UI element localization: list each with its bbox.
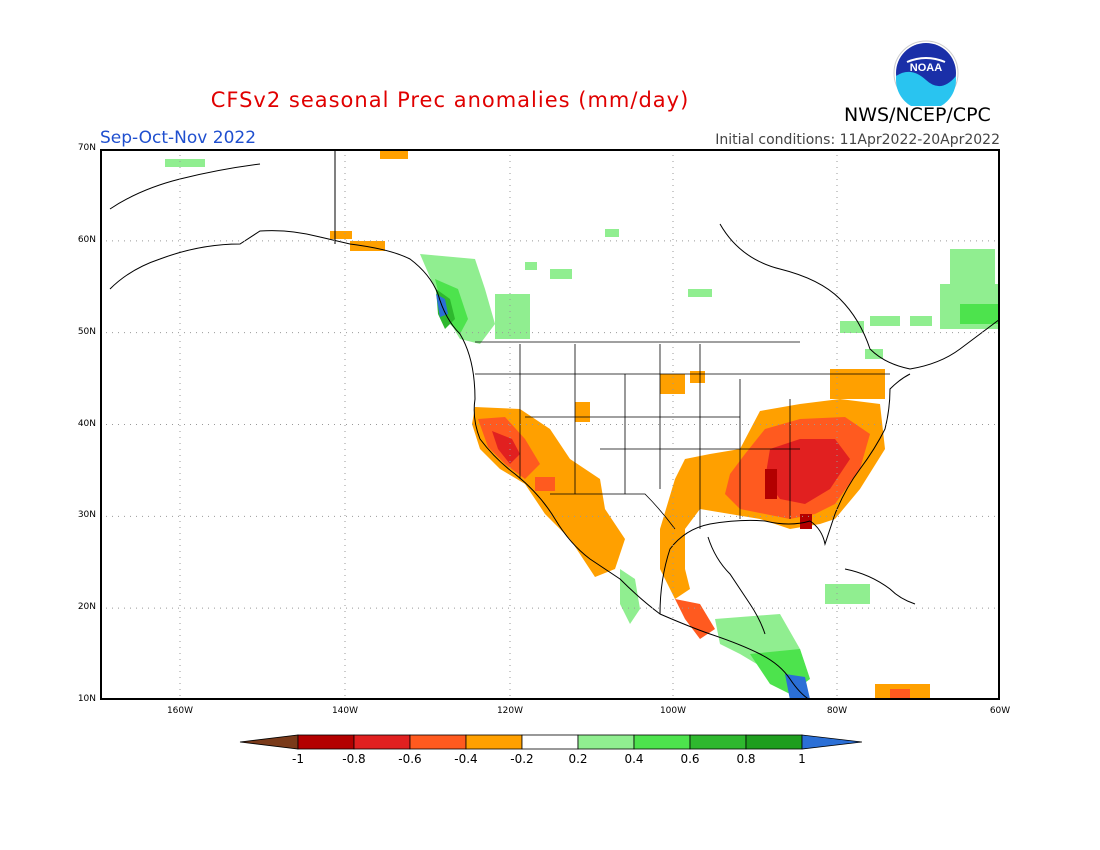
initial-conditions-label: Initial conditions: 11Apr2022-20Apr2022 <box>715 132 1000 148</box>
map-frame <box>100 149 1000 700</box>
legend-color-box <box>577 734 635 750</box>
legend-tick-label: 0.8 <box>736 752 755 766</box>
longitude-label: 160W <box>166 706 194 716</box>
agency-label: NWS/NCEP/CPC <box>844 104 991 126</box>
legend-color-box <box>297 734 355 750</box>
legend-color-box <box>521 734 579 750</box>
legend-color-box <box>409 734 467 750</box>
longitude-label: 60W <box>989 706 1011 716</box>
latitude-label: 50N <box>77 326 96 337</box>
legend-tick-label: -0.8 <box>342 752 365 766</box>
color-legend: -1 -0.8 -0.6 -0.4 -0.2 0.2 0.4 0.6 0.8 1 <box>239 734 862 766</box>
lat-lon-grid <box>100 149 1000 700</box>
latitude-label: 10N <box>77 694 96 704</box>
legend-color-box <box>353 734 411 750</box>
map-title: CFSv2 seasonal Prec anomalies (mm/day) <box>210 88 690 112</box>
longitude-label: 120W <box>496 706 524 716</box>
legend-tick-label: -0.4 <box>454 752 477 766</box>
legend-tick-label: 0.4 <box>624 752 643 766</box>
legend-tick-label: -0.6 <box>398 752 421 766</box>
precip-anomaly-map <box>100 149 1000 700</box>
legend-tick-label: 1 <box>798 752 806 766</box>
legend-color-box <box>633 734 691 750</box>
coastlines <box>109 149 1000 700</box>
longitude-label: 140W <box>331 706 359 716</box>
latitude-label: 70N <box>77 143 96 153</box>
political-borders <box>475 341 890 530</box>
legend-tick-label: -1 <box>292 752 304 766</box>
legend-color-box <box>689 734 747 750</box>
legend-color-box <box>465 734 523 750</box>
latitude-label: 20N <box>77 602 96 613</box>
legend-color-box <box>745 734 803 750</box>
legend-tick-label: -0.2 <box>510 752 533 766</box>
longitude-label: 100W <box>659 706 687 716</box>
season-label: Sep-Oct-Nov 2022 <box>100 128 257 148</box>
longitude-label: 80W <box>826 706 848 716</box>
latitude-label: 40N <box>77 418 96 429</box>
legend-arrow-low <box>239 734 299 750</box>
latitude-label: 30N <box>77 510 96 521</box>
logo-text: NOAA <box>910 62 942 74</box>
legend-tick-labels: -1 -0.8 -0.6 -0.4 -0.2 0.2 0.4 0.6 0.8 1 <box>292 752 806 766</box>
legend-tick-label: 0.6 <box>680 752 699 766</box>
legend-color-bar <box>239 734 862 750</box>
legend-tick-label: 0.2 <box>568 752 587 766</box>
noaa-logo: NOAA <box>893 40 959 106</box>
latitude-label: 60N <box>77 234 96 245</box>
legend-arrow-high <box>801 734 862 750</box>
